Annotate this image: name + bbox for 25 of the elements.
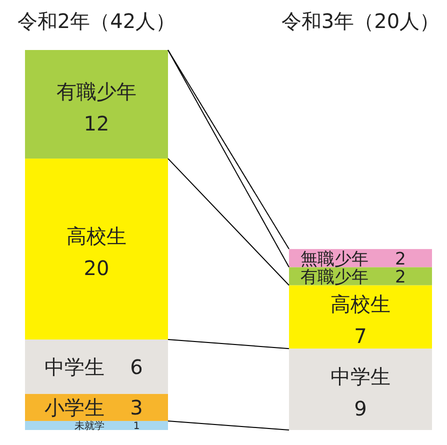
series-label: 高校生 — [330, 292, 390, 316]
text: 有職少年 — [56, 79, 136, 104]
x-tick-label: 令和3年（20人） — [281, 9, 440, 33]
data-label: 3 — [130, 396, 143, 420]
series-label: 未就学 — [74, 420, 104, 432]
data-label: 1 — [133, 421, 140, 432]
text: 中学生 — [330, 364, 390, 388]
data-label: 2 — [395, 267, 406, 288]
series-label: 中学生 — [44, 354, 104, 379]
data-label: 2 — [395, 249, 406, 270]
x-tick-label: 令和2年（42人） — [17, 9, 176, 33]
data-label: 6 — [130, 354, 143, 379]
bar — [25, 340, 168, 394]
bar — [289, 285, 432, 349]
bar — [25, 158, 168, 340]
data-label: 7 — [354, 324, 367, 348]
data-label: 12 — [84, 111, 110, 136]
data-label: 9 — [354, 396, 367, 420]
series-label: 有職少年 — [300, 267, 368, 288]
series-label: 小学生 — [44, 396, 104, 420]
bar — [289, 348, 432, 430]
text: 高校生 — [66, 224, 126, 248]
data-label: 20 — [84, 256, 110, 280]
series-label: 無職少年 — [300, 249, 368, 270]
bar — [25, 50, 168, 159]
